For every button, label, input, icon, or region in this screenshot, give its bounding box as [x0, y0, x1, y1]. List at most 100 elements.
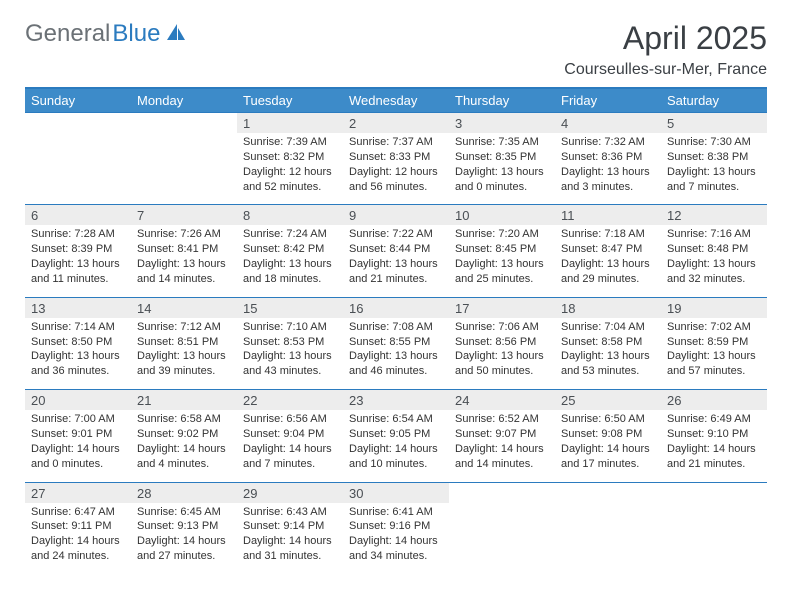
day-detail: Sunrise: 7:18 AMSunset: 8:47 PMDaylight:… — [555, 225, 661, 297]
sunset-text: Sunset: 9:04 PM — [243, 427, 337, 442]
daylight-text: Daylight: 13 hours and 36 minutes. — [31, 349, 125, 379]
day-detail — [131, 133, 237, 205]
day-number: 13 — [25, 297, 131, 318]
logo: GeneralBlue — [25, 20, 187, 48]
sunrise-text: Sunrise: 6:41 AM — [349, 505, 443, 520]
day-detail: Sunrise: 7:12 AMSunset: 8:51 PMDaylight:… — [131, 318, 237, 390]
dow-saturday: Saturday — [661, 88, 767, 113]
day-detail: Sunrise: 7:04 AMSunset: 8:58 PMDaylight:… — [555, 318, 661, 390]
daylight-text: Daylight: 13 hours and 29 minutes. — [561, 257, 655, 287]
daylight-text: Daylight: 14 hours and 21 minutes. — [667, 442, 761, 472]
sunrise-text: Sunrise: 7:04 AM — [561, 320, 655, 335]
day-detail — [661, 503, 767, 574]
day-detail: Sunrise: 7:26 AMSunset: 8:41 PMDaylight:… — [131, 225, 237, 297]
sunset-text: Sunset: 8:58 PM — [561, 335, 655, 350]
day-number: 4 — [555, 113, 661, 134]
dow-tuesday: Tuesday — [237, 88, 343, 113]
day-number: 28 — [131, 482, 237, 503]
day-detail: Sunrise: 7:00 AMSunset: 9:01 PMDaylight:… — [25, 410, 131, 482]
day-detail: Sunrise: 7:30 AMSunset: 8:38 PMDaylight:… — [661, 133, 767, 205]
daylight-text: Daylight: 13 hours and 50 minutes. — [455, 349, 549, 379]
sunset-text: Sunset: 9:07 PM — [455, 427, 549, 442]
daylight-text: Daylight: 13 hours and 25 minutes. — [455, 257, 549, 287]
day-number: 25 — [555, 390, 661, 411]
sunset-text: Sunset: 9:02 PM — [137, 427, 231, 442]
sunset-text: Sunset: 8:51 PM — [137, 335, 231, 350]
title-block: April 2025 Courseulles-sur-Mer, France — [564, 20, 767, 79]
daylight-text: Daylight: 13 hours and 11 minutes. — [31, 257, 125, 287]
sunset-text: Sunset: 9:11 PM — [31, 519, 125, 534]
calendar-table: Sunday Monday Tuesday Wednesday Thursday… — [25, 87, 767, 574]
sunset-text: Sunset: 8:47 PM — [561, 242, 655, 257]
sunset-text: Sunset: 8:36 PM — [561, 150, 655, 165]
daylight-text: Daylight: 13 hours and 7 minutes. — [667, 165, 761, 195]
day-number: 15 — [237, 297, 343, 318]
day-number: 14 — [131, 297, 237, 318]
daylight-text: Daylight: 13 hours and 21 minutes. — [349, 257, 443, 287]
day-number: 2 — [343, 113, 449, 134]
day-number: 8 — [237, 205, 343, 226]
sunset-text: Sunset: 9:16 PM — [349, 519, 443, 534]
day-detail: Sunrise: 6:43 AMSunset: 9:14 PMDaylight:… — [237, 503, 343, 574]
sunset-text: Sunset: 9:01 PM — [31, 427, 125, 442]
dow-row: Sunday Monday Tuesday Wednesday Thursday… — [25, 88, 767, 113]
sunrise-text: Sunrise: 7:39 AM — [243, 135, 337, 150]
dow-monday: Monday — [131, 88, 237, 113]
sunrise-text: Sunrise: 7:06 AM — [455, 320, 549, 335]
day-detail: Sunrise: 7:24 AMSunset: 8:42 PMDaylight:… — [237, 225, 343, 297]
day-detail: Sunrise: 6:47 AMSunset: 9:11 PMDaylight:… — [25, 503, 131, 574]
day-number: 27 — [25, 482, 131, 503]
month-title: April 2025 — [564, 20, 767, 57]
week-detail-row: Sunrise: 6:47 AMSunset: 9:11 PMDaylight:… — [25, 503, 767, 574]
sunrise-text: Sunrise: 6:54 AM — [349, 412, 443, 427]
day-number — [555, 482, 661, 503]
sunrise-text: Sunrise: 7:00 AM — [31, 412, 125, 427]
daylight-text: Daylight: 14 hours and 17 minutes. — [561, 442, 655, 472]
day-detail: Sunrise: 6:49 AMSunset: 9:10 PMDaylight:… — [661, 410, 767, 482]
day-number: 26 — [661, 390, 767, 411]
sunrise-text: Sunrise: 7:20 AM — [455, 227, 549, 242]
day-detail: Sunrise: 7:39 AMSunset: 8:32 PMDaylight:… — [237, 133, 343, 205]
page: GeneralBlue April 2025 Courseulles-sur-M… — [0, 0, 792, 594]
sunset-text: Sunset: 8:56 PM — [455, 335, 549, 350]
daylight-text: Daylight: 14 hours and 0 minutes. — [31, 442, 125, 472]
day-detail: Sunrise: 6:54 AMSunset: 9:05 PMDaylight:… — [343, 410, 449, 482]
sunrise-text: Sunrise: 7:12 AM — [137, 320, 231, 335]
sunrise-text: Sunrise: 6:47 AM — [31, 505, 125, 520]
day-number: 30 — [343, 482, 449, 503]
day-detail: Sunrise: 7:22 AMSunset: 8:44 PMDaylight:… — [343, 225, 449, 297]
day-detail: Sunrise: 7:08 AMSunset: 8:55 PMDaylight:… — [343, 318, 449, 390]
week-daynum-row: 20212223242526 — [25, 390, 767, 411]
day-detail: Sunrise: 7:32 AMSunset: 8:36 PMDaylight:… — [555, 133, 661, 205]
day-detail: Sunrise: 7:37 AMSunset: 8:33 PMDaylight:… — [343, 133, 449, 205]
sunrise-text: Sunrise: 7:35 AM — [455, 135, 549, 150]
daylight-text: Daylight: 13 hours and 14 minutes. — [137, 257, 231, 287]
day-number — [131, 113, 237, 134]
sunset-text: Sunset: 8:50 PM — [31, 335, 125, 350]
week-detail-row: Sunrise: 7:14 AMSunset: 8:50 PMDaylight:… — [25, 318, 767, 390]
sunrise-text: Sunrise: 7:14 AM — [31, 320, 125, 335]
sunset-text: Sunset: 9:05 PM — [349, 427, 443, 442]
logo-text-general: General — [25, 20, 110, 48]
day-detail: Sunrise: 6:50 AMSunset: 9:08 PMDaylight:… — [555, 410, 661, 482]
header: GeneralBlue April 2025 Courseulles-sur-M… — [25, 20, 767, 79]
sunset-text: Sunset: 8:59 PM — [667, 335, 761, 350]
sunrise-text: Sunrise: 7:02 AM — [667, 320, 761, 335]
sunset-text: Sunset: 8:45 PM — [455, 242, 549, 257]
sunrise-text: Sunrise: 7:10 AM — [243, 320, 337, 335]
sunrise-text: Sunrise: 7:18 AM — [561, 227, 655, 242]
logo-sail-icon — [165, 22, 187, 47]
daylight-text: Daylight: 13 hours and 57 minutes. — [667, 349, 761, 379]
day-number: 29 — [237, 482, 343, 503]
day-detail: Sunrise: 7:20 AMSunset: 8:45 PMDaylight:… — [449, 225, 555, 297]
day-number: 9 — [343, 205, 449, 226]
daylight-text: Daylight: 14 hours and 7 minutes. — [243, 442, 337, 472]
day-number: 6 — [25, 205, 131, 226]
day-number: 10 — [449, 205, 555, 226]
day-number: 7 — [131, 205, 237, 226]
day-detail: Sunrise: 7:14 AMSunset: 8:50 PMDaylight:… — [25, 318, 131, 390]
sunrise-text: Sunrise: 6:52 AM — [455, 412, 549, 427]
sunrise-text: Sunrise: 7:26 AM — [137, 227, 231, 242]
location: Courseulles-sur-Mer, France — [564, 61, 767, 79]
sunrise-text: Sunrise: 6:43 AM — [243, 505, 337, 520]
